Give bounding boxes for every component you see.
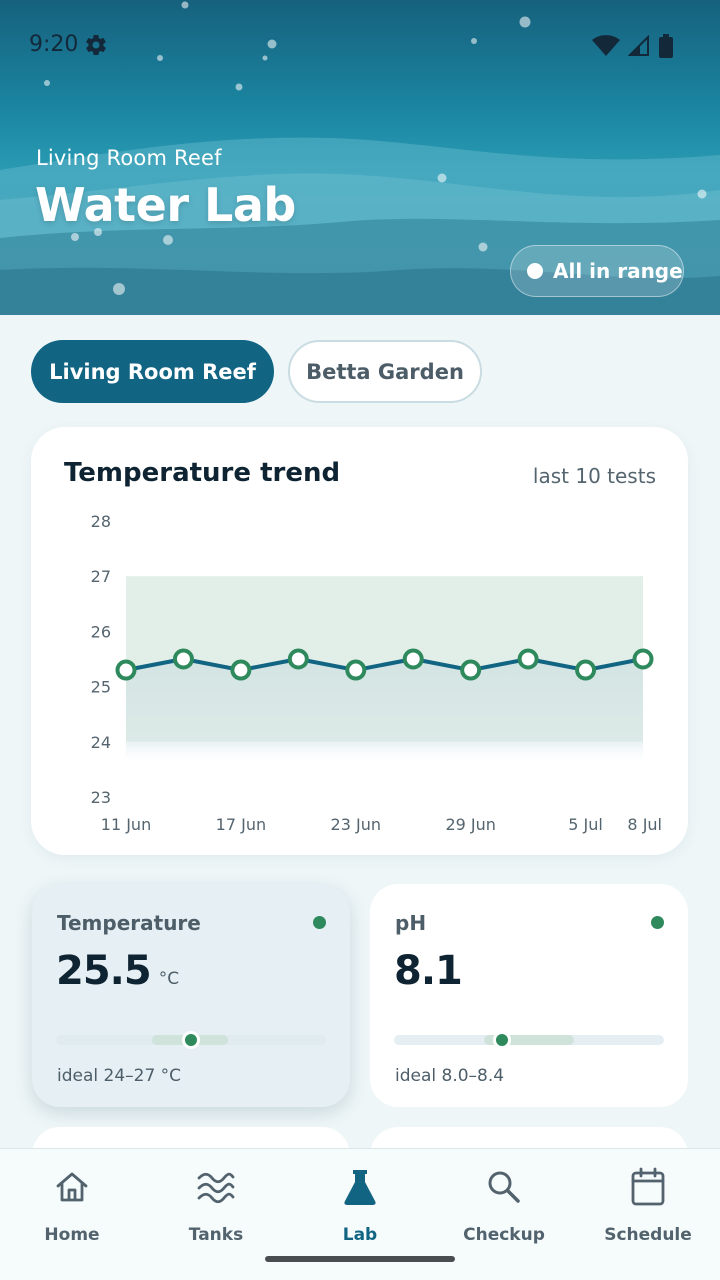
series-area (126, 659, 643, 742)
metric-name: Temperature (57, 911, 201, 935)
metric-value-row: 25.5 °C (56, 948, 179, 994)
data-point (287, 648, 309, 670)
metric-level-marker (182, 1031, 200, 1049)
nav-checkup[interactable]: Checkup (432, 1149, 576, 1249)
nav-tanks[interactable]: Tanks (144, 1149, 288, 1249)
nav-lab[interactable]: Lab (288, 1149, 432, 1249)
data-point (575, 659, 597, 681)
waves-background (0, 1, 720, 315)
status-dot-icon (527, 263, 543, 279)
metric-ideal-range: ideal 8.0–8.4 (395, 1066, 505, 1086)
metric-value: 8.1 (394, 948, 463, 994)
header-banner: 9:20 Living Room Reef Water Lab All in r… (0, 0, 720, 315)
nav-label: Lab (342, 1225, 378, 1245)
calendar-icon (630, 1167, 666, 1207)
data-point (115, 659, 137, 681)
nav-label: Schedule (604, 1225, 692, 1245)
data-point (172, 648, 194, 670)
range-status-label: All in range (553, 259, 683, 283)
data-point (460, 659, 482, 681)
data-point (517, 648, 539, 670)
y-tick-label: 23 (91, 788, 111, 807)
data-point (230, 659, 252, 681)
data-point (402, 648, 424, 670)
x-tick-label: 8 Jul (627, 815, 662, 834)
x-tick-label: 11 Jun (101, 815, 151, 834)
y-tick-label: 26 (91, 622, 111, 641)
metric-value-row: 8.1 (394, 948, 463, 994)
waves-icon (196, 1167, 236, 1207)
series-line (125, 657, 644, 673)
metric-value: 25.5 (56, 948, 152, 994)
metric-card-temperature[interactable]: Temperature 25.5 °C ideal 24–27 °C (32, 884, 350, 1107)
chart-range-label: last 10 tests (532, 464, 656, 488)
search-icon (486, 1167, 522, 1207)
y-tick-label: 24 (91, 733, 111, 752)
settings-gear-icon (84, 33, 108, 61)
tank-subtitle: Living Room Reef (36, 146, 222, 170)
temperature-trend-chart: 23 24 25 26 27 28 11 Jun 17 Jun 23 Jun 29 Jun 5 Ju… (91, 512, 662, 834)
x-tick-label: 23 Jun (331, 815, 381, 834)
nav-label: Home (44, 1225, 100, 1245)
metric-card-ph[interactable]: pH 8.1 ideal 8.0–8.4 (370, 884, 688, 1107)
chart-title: Temperature trend (64, 458, 341, 488)
metric-ideal-range: ideal 24–27 °C (57, 1066, 182, 1086)
band-fade (126, 741, 643, 766)
status-icons (592, 34, 674, 62)
temperature-trend-card[interactable]: 23 24 25 26 27 28 11 Jun 17 Jun 23 Jun 29 Jun 5 Ju… (31, 427, 688, 855)
metric-range-gauge (56, 1031, 326, 1049)
nav-label: Checkup (463, 1225, 545, 1245)
status-time: 9:20 (29, 32, 79, 57)
home-indicator (265, 1256, 455, 1262)
status-dot-icon (651, 916, 664, 929)
battery-icon (658, 34, 674, 62)
cellular-signal-icon (627, 34, 650, 61)
tab-living-room-reef[interactable]: Living Room Reef (31, 340, 274, 403)
ideal-range-band (484, 1035, 574, 1045)
flask-icon (342, 1167, 378, 1207)
page-title: Water Lab (35, 178, 296, 232)
status-bar: 9:20 (0, 0, 720, 90)
y-tick-label: 25 (91, 678, 111, 697)
x-tick-label: 5 Jul (568, 815, 603, 834)
nav-home[interactable]: Home (0, 1149, 144, 1249)
tab-betta-garden[interactable]: Betta Garden (288, 340, 482, 403)
metric-range-gauge (394, 1031, 664, 1049)
metric-name: pH (395, 911, 427, 935)
all-in-range-badge[interactable]: All in range (510, 245, 684, 297)
x-tick-label: 29 Jun (445, 815, 495, 834)
status-dot-icon (313, 916, 326, 929)
metric-level-marker (493, 1031, 511, 1049)
data-point (345, 659, 367, 681)
y-tick-label: 28 (91, 512, 111, 531)
y-tick-label: 27 (91, 567, 111, 586)
data-point (632, 648, 654, 670)
metric-unit: °C (158, 969, 180, 989)
wifi-icon (592, 35, 620, 61)
nav-label: Tanks (188, 1225, 244, 1245)
home-icon (54, 1167, 90, 1207)
nav-schedule[interactable]: Schedule (576, 1149, 720, 1249)
x-tick-label: 17 Jun (216, 815, 266, 834)
